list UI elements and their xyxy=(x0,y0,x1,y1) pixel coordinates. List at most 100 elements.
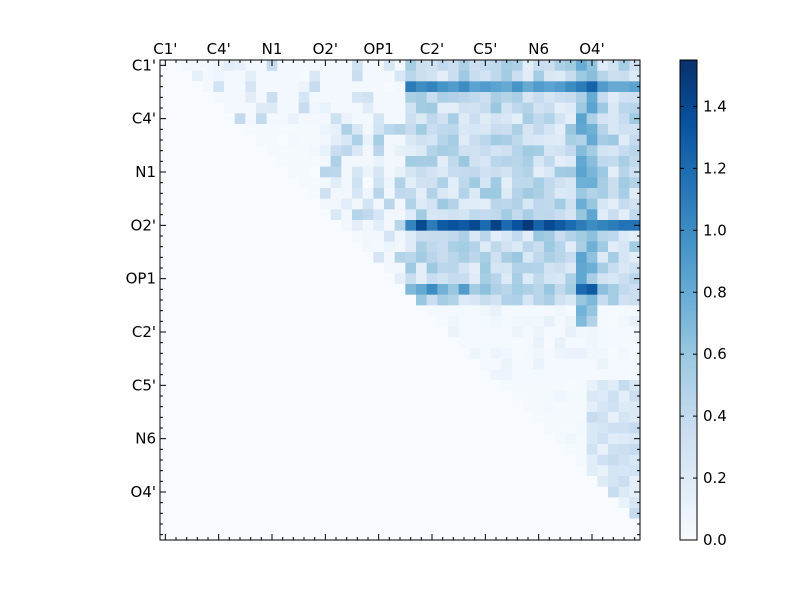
heatmap-cell xyxy=(192,486,204,498)
heatmap-cell xyxy=(234,454,246,466)
heatmap-cell xyxy=(512,337,524,349)
heatmap-cell xyxy=(469,156,481,168)
heatmap-cell xyxy=(565,209,577,221)
heatmap-cell xyxy=(192,92,204,104)
heatmap-cell xyxy=(213,166,225,178)
heatmap-cell xyxy=(352,326,364,338)
heatmap-cell xyxy=(618,284,630,296)
heatmap-cell xyxy=(448,518,460,530)
heatmap-cell xyxy=(469,92,481,104)
heatmap-cell xyxy=(394,380,406,392)
heatmap-cell xyxy=(341,241,353,253)
heatmap-cell xyxy=(405,316,417,328)
heatmap-cell xyxy=(586,326,598,338)
heatmap-cell xyxy=(554,113,566,125)
heatmap-cell xyxy=(426,102,438,114)
heatmap-cell xyxy=(437,433,449,445)
heatmap-cell xyxy=(629,198,641,210)
heatmap-cell xyxy=(405,348,417,360)
heatmap-cell xyxy=(341,145,353,157)
heatmap-cell xyxy=(202,476,214,488)
heatmap-cell xyxy=(480,433,492,445)
heatmap-cell xyxy=(576,262,588,274)
heatmap-cell xyxy=(298,497,310,509)
heatmap-cell xyxy=(597,497,609,509)
x-tick-label: OP1 xyxy=(363,40,393,58)
heatmap-cell xyxy=(533,465,545,477)
heatmap-cell xyxy=(490,81,502,93)
heatmap-cell xyxy=(618,124,630,136)
heatmap-cell xyxy=(544,156,556,168)
heatmap-cell xyxy=(490,156,502,168)
heatmap-cell xyxy=(554,337,566,349)
heatmap-cell xyxy=(576,70,588,82)
heatmap-cell xyxy=(224,380,236,392)
heatmap-cell xyxy=(224,252,236,264)
heatmap-cell xyxy=(362,209,374,221)
heatmap-cell xyxy=(298,273,310,285)
heatmap-cell xyxy=(576,60,588,72)
heatmap-cell xyxy=(309,145,321,157)
heatmap-cell xyxy=(245,70,257,82)
heatmap-cell xyxy=(437,316,449,328)
heatmap-cell xyxy=(469,380,481,392)
heatmap-cell xyxy=(576,124,588,136)
heatmap-cell xyxy=(501,145,513,157)
heatmap-cell xyxy=(597,102,609,114)
heatmap-cell xyxy=(330,508,342,520)
heatmap-cell xyxy=(490,262,502,274)
heatmap-cell xyxy=(437,390,449,402)
heatmap-cell xyxy=(309,412,321,424)
heatmap-cell xyxy=(576,102,588,114)
heatmap-cell xyxy=(522,401,534,413)
heatmap-cell xyxy=(608,401,620,413)
heatmap-cell xyxy=(298,188,310,200)
heatmap-cell xyxy=(202,134,214,146)
heatmap-cell xyxy=(202,486,214,498)
heatmap-cell xyxy=(405,294,417,306)
heatmap-cell xyxy=(373,390,385,402)
heatmap-cell xyxy=(288,305,300,317)
heatmap-cell xyxy=(469,60,481,72)
heatmap-cell xyxy=(362,177,374,189)
heatmap-cell xyxy=(373,209,385,221)
heatmap-cell xyxy=(352,433,364,445)
heatmap-cell xyxy=(554,220,566,232)
heatmap-cell xyxy=(373,156,385,168)
heatmap-cell xyxy=(298,369,310,381)
heatmap-cell xyxy=(170,305,182,317)
heatmap-cell xyxy=(597,198,609,210)
heatmap-cell xyxy=(405,326,417,338)
heatmap-cell xyxy=(565,273,577,285)
heatmap-cell xyxy=(565,348,577,360)
heatmap-cell xyxy=(522,454,534,466)
heatmap-cell xyxy=(597,380,609,392)
heatmap-cell xyxy=(202,113,214,125)
heatmap-cell xyxy=(373,134,385,146)
heatmap-cell xyxy=(458,262,470,274)
heatmap-cell xyxy=(277,60,289,72)
heatmap-cell xyxy=(576,390,588,402)
heatmap-cell xyxy=(202,102,214,114)
heatmap-cell xyxy=(416,113,428,125)
heatmap-cell xyxy=(341,188,353,200)
heatmap-cell xyxy=(352,316,364,328)
heatmap-cell xyxy=(384,284,396,296)
heatmap-cell xyxy=(160,497,172,509)
heatmap-cell xyxy=(469,390,481,402)
heatmap-cell xyxy=(458,209,470,221)
colorbar-tick-label: 0.8 xyxy=(703,283,727,301)
heatmap-cell xyxy=(544,454,556,466)
heatmap-cell xyxy=(469,465,481,477)
heatmap-cell xyxy=(234,209,246,221)
heatmap-cell xyxy=(405,476,417,488)
heatmap-cell xyxy=(416,92,428,104)
heatmap-cell xyxy=(533,390,545,402)
heatmap-cell xyxy=(298,465,310,477)
heatmap-cell xyxy=(501,529,513,541)
heatmap-cell xyxy=(362,273,374,285)
heatmap-cell xyxy=(224,390,236,402)
heatmap-cell xyxy=(458,230,470,242)
heatmap-cell xyxy=(192,230,204,242)
heatmap-cell xyxy=(170,220,182,232)
